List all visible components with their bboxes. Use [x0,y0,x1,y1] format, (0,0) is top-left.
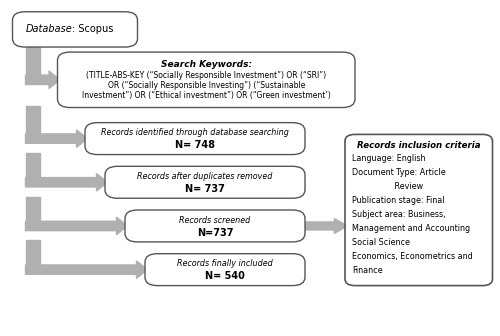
FancyBboxPatch shape [85,123,305,155]
Text: Records after duplicates removed: Records after duplicates removed [138,172,272,181]
FancyArrow shape [26,130,88,148]
Text: Subject area: Business,: Subject area: Business, [352,210,446,219]
Bar [26,197,40,226]
FancyArrow shape [302,218,348,234]
Text: Records inclusion criteria: Records inclusion criteria [357,141,480,150]
Text: N= 737: N= 737 [185,184,225,194]
Text: Review: Review [352,182,424,191]
FancyArrow shape [26,261,148,278]
Text: Search Keywords:: Search Keywords: [160,60,252,69]
Text: Investment”) OR (“Ethical investment”) OR (“Green investment’): Investment”) OR (“Ethical investment”) O… [82,91,330,100]
Text: N= 748: N= 748 [175,140,215,150]
Text: Social Science: Social Science [352,238,410,247]
Text: Records screened: Records screened [180,216,250,225]
FancyBboxPatch shape [125,210,305,242]
Text: Publication stage: Final: Publication stage: Final [352,196,445,205]
Text: Language: English: Language: English [352,154,426,163]
Text: Document Type: Article: Document Type: Article [352,168,446,177]
Text: Management and Accounting: Management and Accounting [352,224,470,233]
Text: Database: Database [26,25,72,34]
Text: N= 540: N= 540 [205,271,245,281]
FancyArrow shape [26,217,128,235]
Text: : Scopus: : Scopus [72,25,114,34]
Bar [26,106,40,138]
FancyArrow shape [26,71,60,88]
FancyBboxPatch shape [58,52,355,108]
Text: (TITLE-ABS-KEY (“Socially Responsible Investment”) OR (“SRI”): (TITLE-ABS-KEY (“Socially Responsible In… [86,71,326,80]
FancyBboxPatch shape [345,134,492,286]
Text: Economics, Econometrics and: Economics, Econometrics and [352,252,473,261]
Bar [26,240,40,269]
Bar [26,45,40,80]
Text: Records identified through database searching: Records identified through database sear… [101,128,289,137]
FancyBboxPatch shape [12,12,138,47]
Text: OR (“Socially Responsible Investing”) (“Sustainable: OR (“Socially Responsible Investing”) (“… [108,81,305,90]
FancyArrow shape [26,174,108,191]
Text: Finance: Finance [352,266,383,276]
Bar [26,153,40,182]
Text: N=737: N=737 [197,228,233,238]
Text: Records finally included: Records finally included [177,259,273,268]
FancyBboxPatch shape [145,254,305,286]
FancyBboxPatch shape [105,166,305,198]
